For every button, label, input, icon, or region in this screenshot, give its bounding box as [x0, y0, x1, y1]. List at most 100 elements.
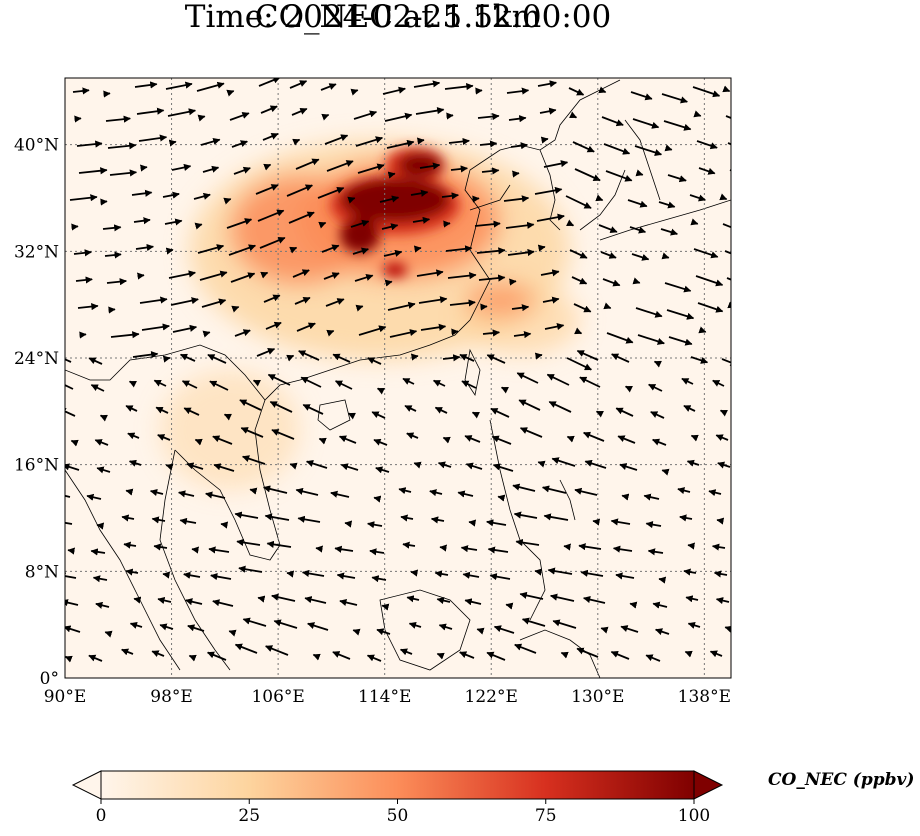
wind-arrow [487, 546, 509, 554]
wind-arrow [697, 302, 724, 313]
wind-arrow [321, 244, 340, 253]
wind-arrow [479, 140, 498, 148]
wind-arrow [206, 651, 227, 661]
lon-tick-labels: 90°E 98°E 106°E 114°E 122°E 130°E 138°E [44, 687, 731, 707]
wind-arrow [347, 196, 356, 204]
wind-arrow [312, 653, 321, 661]
wind-arrow [100, 198, 108, 206]
wind-arrow [516, 372, 539, 384]
wind-arrow [465, 462, 483, 470]
wind-arrow [121, 514, 135, 522]
wind-arrow [382, 86, 406, 95]
wind-arrow [611, 353, 630, 363]
wind-arrow [153, 543, 168, 551]
wind-arrow [102, 224, 122, 232]
wind-arrow [491, 435, 512, 445]
wind-arrow [194, 438, 203, 446]
title-line-1: CO_NEC at 1.5km [254, 0, 542, 35]
wind-arrow [151, 516, 166, 524]
wind-arrow [202, 165, 220, 173]
wind-arrow [139, 296, 168, 304]
wind-arrow [133, 596, 142, 604]
wind-arrow [212, 599, 234, 607]
wind-arrow [318, 221, 327, 229]
wind-arrow [420, 323, 447, 331]
wind-arrow [353, 110, 378, 120]
wind-arrow [366, 654, 382, 662]
wind-arrow [602, 278, 621, 287]
wind-arrow [406, 432, 419, 440]
wind-arrow [648, 383, 663, 392]
wind-arrow [301, 569, 325, 577]
wind-arrow [323, 272, 340, 280]
wind-arrow [620, 625, 639, 633]
wind-arrow [507, 248, 535, 257]
wind-arrow [77, 303, 99, 311]
wind-arrow [505, 602, 514, 610]
wind-arrow [240, 427, 264, 438]
wind-arrow [231, 140, 248, 148]
wind-arrow [260, 271, 269, 279]
wind-arrow [149, 489, 164, 497]
wind-arrow [583, 431, 605, 442]
wind-arrow [384, 279, 393, 287]
wind-arrow [72, 87, 90, 95]
wind-arrow [65, 408, 76, 417]
wind-arrow [584, 459, 607, 469]
wind-arrow [592, 518, 601, 526]
wind-arrow [326, 160, 354, 172]
wind-arrow [684, 650, 693, 658]
lat-tick-label: 0° [40, 669, 59, 689]
wind-arrow [65, 463, 80, 471]
wind-arrow [96, 522, 105, 530]
wind-arrow [537, 460, 546, 468]
wind-arrow [413, 80, 441, 88]
wind-arrow [402, 541, 416, 549]
wind-arrow [109, 169, 138, 177]
wind-arrow [677, 487, 691, 495]
wind-arrow [566, 357, 592, 371]
wind-arrow [238, 565, 263, 573]
wind-arrow [197, 114, 206, 122]
wind-arrow [568, 87, 585, 96]
wind-arrow [725, 115, 731, 119]
wind-arrow [472, 195, 480, 203]
wind-arrow [289, 80, 308, 89]
wind-arrow [371, 575, 387, 583]
wind-arrow [376, 387, 385, 395]
wind-arrow [125, 405, 138, 412]
wind-arrow [632, 118, 660, 129]
wind-arrow [75, 276, 93, 284]
wind-arrow [583, 596, 606, 604]
wind-arrow [462, 571, 480, 579]
wind-arrow [685, 595, 699, 603]
wind-arrow [292, 269, 310, 278]
wind-arrow [542, 296, 560, 304]
wind-arrow [698, 167, 716, 175]
wind-arrow [489, 573, 511, 581]
wind-arrow [572, 141, 595, 153]
wind-arrow [307, 622, 329, 631]
wind-arrow [660, 228, 678, 236]
wind-arrow [226, 89, 235, 97]
wind-arrow [212, 435, 233, 445]
wind-arrow [321, 113, 330, 121]
wind-arrow [619, 463, 638, 471]
wind-arrow [340, 463, 359, 471]
wind-arrow [645, 521, 662, 529]
wind-arrow [477, 112, 500, 121]
wind-arrow [123, 541, 137, 549]
lat-tick-label: 40°N [14, 136, 59, 156]
wind-arrow [661, 252, 670, 260]
wind-arrow [595, 410, 604, 418]
wind-arrow [194, 222, 203, 230]
wind-arrow [179, 517, 197, 525]
wind-arrow [606, 332, 634, 344]
wind-arrow [610, 518, 631, 526]
wind-arrow [92, 575, 108, 583]
wind-arrow [634, 145, 663, 156]
wind-arrow [162, 355, 171, 363]
wind-arrow [544, 323, 565, 331]
wind-arrow [304, 596, 327, 604]
colorbar-tick-labels: 0 25 50 75 100 [96, 799, 710, 826]
